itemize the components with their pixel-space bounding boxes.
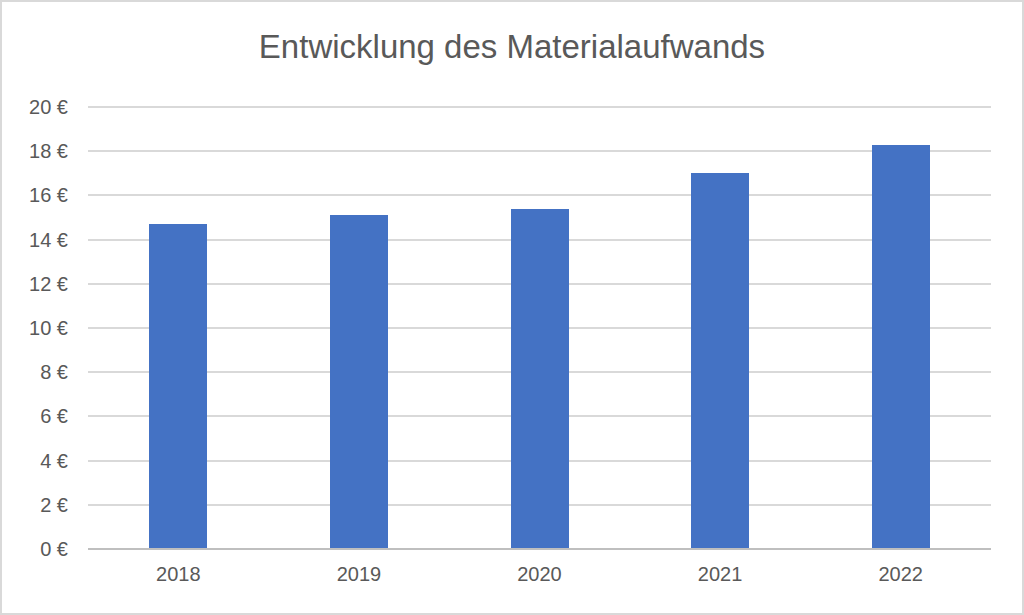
- y-axis-tick-label: 2 €: [40, 495, 68, 515]
- x-axis-line: [88, 548, 991, 550]
- y-axis-tick-label: 8 €: [40, 362, 68, 382]
- x-axis-tick-label: 2020: [517, 564, 562, 584]
- chart-title: Entwicklung des Materialaufwands: [2, 28, 1022, 66]
- y-axis-tick-label: 16 €: [29, 185, 68, 205]
- bar-2022[interactable]: [872, 145, 930, 549]
- y-axis-tick-label: 12 €: [29, 274, 68, 294]
- plot-area: [88, 107, 991, 549]
- x-axis-tick-label: 2018: [156, 564, 201, 584]
- x-axis: 2018 2019 2020 2021 2022: [88, 564, 991, 594]
- y-axis-tick-label: 0 €: [40, 539, 68, 559]
- gridline: [88, 194, 991, 196]
- x-axis-tick-label: 2021: [698, 564, 743, 584]
- bar-2018[interactable]: [149, 224, 207, 549]
- y-axis-tick-label: 10 €: [29, 318, 68, 338]
- bar-2021[interactable]: [691, 173, 749, 549]
- y-axis: 0 €2 €4 €6 €8 €10 €12 €14 €16 €18 €20 €: [2, 107, 68, 549]
- y-axis-tick-label: 4 €: [40, 451, 68, 471]
- bar-2020[interactable]: [511, 209, 569, 549]
- gridline: [88, 106, 991, 108]
- y-axis-tick-label: 14 €: [29, 230, 68, 250]
- gridline: [88, 150, 991, 152]
- bar-2019[interactable]: [330, 215, 388, 549]
- x-axis-tick-label: 2019: [337, 564, 382, 584]
- y-axis-tick-label: 6 €: [40, 406, 68, 426]
- y-axis-tick-label: 18 €: [29, 141, 68, 161]
- chart-container: Entwicklung des Materialaufwands 0 € 2 € 4…: [0, 0, 1024, 615]
- x-axis-tick-label: 2022: [878, 564, 923, 584]
- y-axis-tick-label: 20 €: [29, 97, 68, 117]
